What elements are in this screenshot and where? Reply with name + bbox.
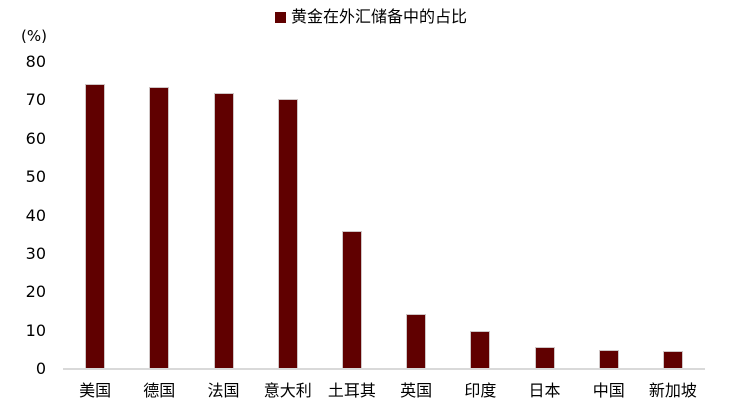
x-axis-label-4: 土耳其 <box>327 381 376 400</box>
x-axis-label-0: 美国 <box>79 381 112 400</box>
y-tick-label: 10 <box>25 320 46 340</box>
bar-1 <box>149 86 170 369</box>
x-axis-label-3: 意大利 <box>263 381 312 400</box>
bar-8 <box>598 349 619 369</box>
y-axis: 0 10 20 30 40 50 60 70 80 <box>0 0 46 420</box>
y-tick-label: 60 <box>25 128 46 148</box>
bar-slot <box>256 62 320 369</box>
bar-slot <box>641 62 705 369</box>
y-tick-label: 70 <box>25 90 46 110</box>
x-axis-line <box>63 368 705 370</box>
x-axis-label-1: 德国 <box>143 381 176 400</box>
y-tick-label: 30 <box>25 243 46 263</box>
x-axis-label-5: 英国 <box>400 381 433 400</box>
bar-7 <box>534 347 555 369</box>
x-axis-label-7: 日本 <box>528 381 561 400</box>
y-tick-label: 50 <box>25 167 46 187</box>
y-tick-label: 0 <box>35 359 46 378</box>
legend: 黄金在外汇储备中的占比 <box>0 8 742 26</box>
bar-0 <box>85 83 106 369</box>
plot-area <box>63 62 705 369</box>
x-axis-label-2: 法国 <box>207 381 240 400</box>
bar-2 <box>213 92 234 369</box>
legend-swatch-icon <box>274 11 286 23</box>
bar-4 <box>341 230 362 369</box>
legend-label: 黄金在外汇储备中的占比 <box>290 7 467 26</box>
y-tick-label: 20 <box>25 282 46 302</box>
bar-9 <box>662 351 683 369</box>
bar-slot <box>191 62 255 369</box>
x-axis-label-8: 中国 <box>592 381 625 400</box>
bar-slot <box>512 62 576 369</box>
y-axis-unit-label: (%) <box>21 27 47 45</box>
y-tick-label: 80 <box>25 52 46 71</box>
y-tick-label: 40 <box>25 205 46 225</box>
x-axis-label-9: 新加坡 <box>648 381 697 400</box>
x-axis-label-6: 印度 <box>464 381 497 400</box>
bar-slot <box>577 62 641 369</box>
bar-slot <box>384 62 448 369</box>
bar-slot <box>127 62 191 369</box>
bar-6 <box>470 331 491 369</box>
bar-3 <box>277 99 298 369</box>
bar-slot <box>63 62 127 369</box>
x-axis-labels: 美国 德国 法国 意大利 土耳其 英国 印度 日本 中国 新加坡 <box>63 381 705 401</box>
bar-slot <box>448 62 512 369</box>
bar-slot <box>320 62 384 369</box>
bar-5 <box>406 314 427 369</box>
